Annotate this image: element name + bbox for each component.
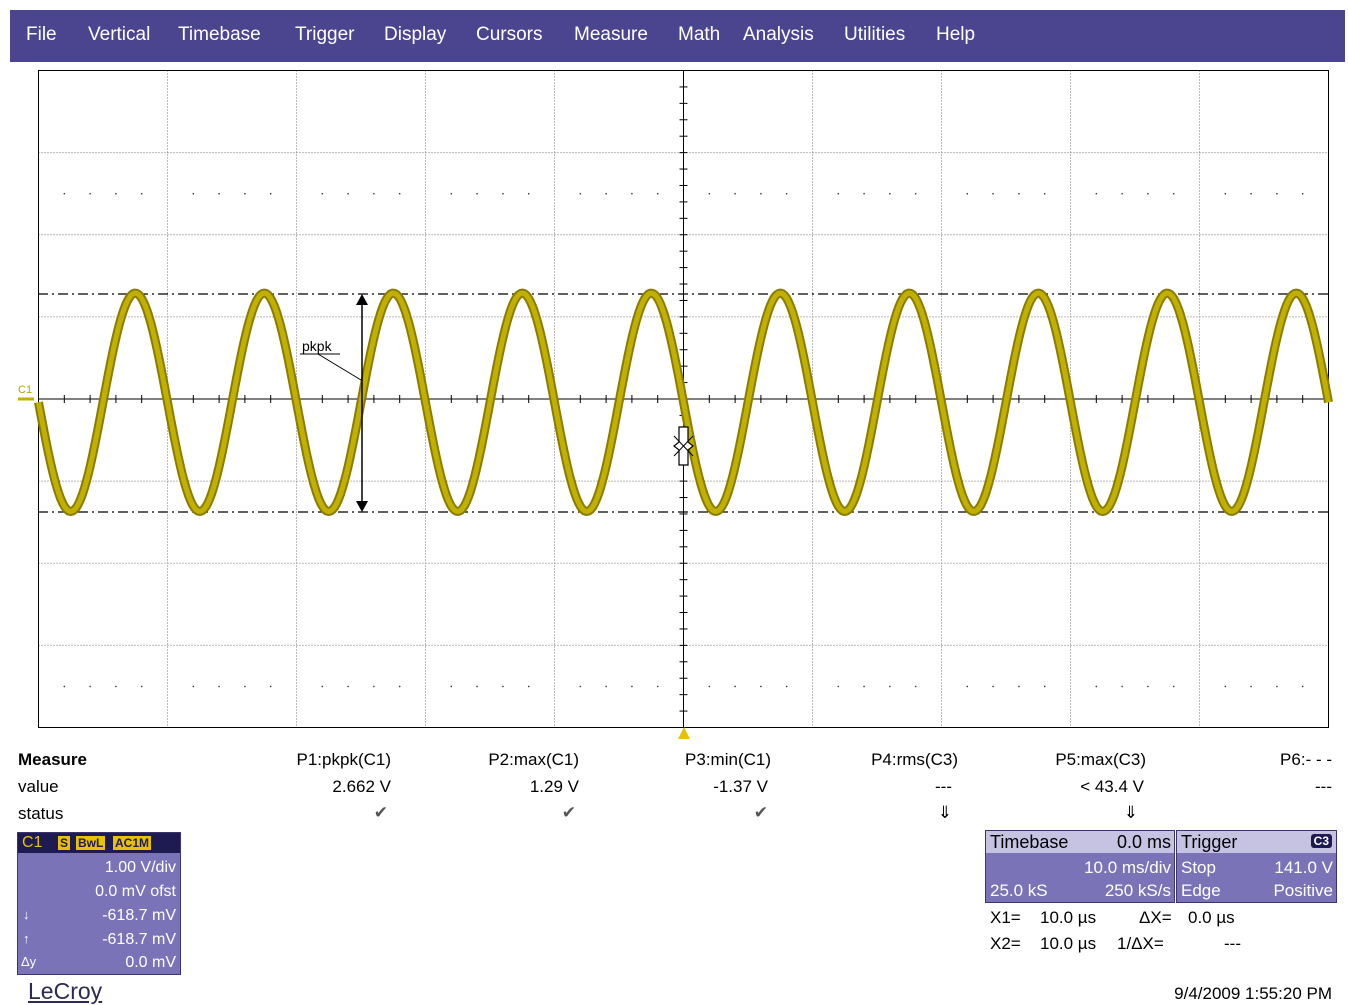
channel-tag-coupling: AC1M	[113, 836, 152, 850]
cursor2-icon: ↑	[23, 931, 30, 946]
channel-vdiv: 1.00 V/div	[104, 859, 176, 876]
pkpk-label: pkpk	[302, 338, 333, 354]
param-p4-name[interactable]: P4:rms(C3)	[871, 750, 958, 769]
cursor-x1-label: X1=	[990, 908, 1021, 927]
timebase-title: Timebase	[990, 832, 1069, 852]
timebase-samples: 25.0 kS	[990, 881, 1048, 900]
param-p4-status-icon: ⇓	[937, 803, 952, 822]
menu-file[interactable]: File	[26, 24, 57, 45]
timebase-delay: 0.0 ms	[1116, 832, 1171, 852]
trigger-position-marker	[678, 727, 690, 739]
timestamp: 9/4/2009 1:55:20 PM	[1174, 984, 1332, 1003]
timebase-descriptor[interactable]: Timebase 0.0 ms 10.0 ms/div 25.0 kS 250 …	[985, 830, 1175, 903]
trigger-level: 141.0 V	[1274, 858, 1333, 877]
timebase-tdiv: 10.0 ms/div	[1084, 858, 1171, 877]
param-p6-value: ---	[1315, 777, 1332, 796]
menu-cursors[interactable]: Cursors	[476, 24, 543, 45]
menu-utilities[interactable]: Utilities	[844, 24, 906, 45]
channel-tag-bwl: BwL	[76, 836, 106, 850]
channel-c1-descriptor[interactable]: C1 S BwL AC1M 1.00 V/div 0.0 mV ofst ↓ -…	[17, 832, 181, 975]
param-p1-status-icon: ✔	[373, 803, 388, 822]
param-p3-value: -1.37 V	[713, 777, 768, 796]
channel-marker-label: C1	[18, 384, 32, 396]
cursor-x2-value: 10.0 µs	[1040, 934, 1097, 953]
waveform-trace	[36, 290, 1331, 514]
channel-c1-name: C1	[22, 834, 43, 851]
menu-display[interactable]: Display	[384, 24, 447, 45]
menu-trigger[interactable]: Trigger	[295, 24, 355, 45]
param-p2-status-icon: ✔	[561, 803, 576, 822]
trigger-type: Edge	[1181, 881, 1221, 900]
trigger-slope: Positive	[1273, 881, 1333, 900]
cursor1-icon: ↓	[23, 907, 30, 922]
param-p4-value: ---	[935, 777, 952, 796]
trigger-header	[1177, 831, 1336, 853]
channel-cursor2-value: -618.7 mV	[102, 931, 176, 948]
menu-vertical[interactable]: Vertical	[88, 24, 151, 45]
cursor-dx-label: ΔX=	[1139, 908, 1172, 927]
measure-level-lines	[38, 293, 1329, 513]
timebase-rate: 250 kS/s	[1104, 881, 1171, 900]
cursor-inv-dx-value: ---	[1224, 934, 1241, 953]
timebase-header	[986, 831, 1174, 853]
param-p5-value: < 43.4 V	[1080, 777, 1144, 796]
cursor-dx-value: 0.0 µs	[1188, 908, 1235, 927]
measure-status-label: status	[18, 804, 64, 823]
param-p1-value: 2.662 V	[332, 777, 391, 796]
param-p2-name[interactable]: P2:max(C1)	[488, 750, 579, 769]
measure-value-label: value	[18, 777, 59, 796]
waveform-display[interactable]: pkpk C1	[0, 62, 1349, 742]
pkpk-marker	[300, 294, 368, 512]
param-p5-name[interactable]: P5:max(C3)	[1055, 750, 1146, 769]
trigger-descriptor[interactable]: Trigger C3 Stop 141.0 V Edge Positive	[1176, 830, 1337, 903]
menu-help[interactable]: Help	[936, 24, 976, 45]
param-p5-status-icon: ⇓	[1123, 803, 1138, 822]
channel-offset: 0.0 mV ofst	[95, 883, 176, 900]
menu-timebase[interactable]: Timebase	[178, 24, 261, 45]
channel-tag-s: S	[58, 836, 71, 850]
menu-analysis[interactable]: Analysis	[743, 24, 814, 45]
param-p6-name[interactable]: P6:- - -	[1280, 750, 1332, 769]
param-p3-name[interactable]: P3:min(C1)	[685, 750, 771, 769]
param-p1-name[interactable]: P1:pkpk(C1)	[296, 750, 391, 769]
trigger-mode: Stop	[1181, 858, 1216, 877]
param-p2-value: 1.29 V	[529, 777, 579, 796]
delta-y-label: Δy	[21, 954, 37, 969]
menu-math[interactable]: Math	[678, 24, 721, 45]
channel-delta-y-value: 0.0 mV	[125, 954, 176, 971]
cursor-x1-value: 10.0 µs	[1040, 908, 1097, 927]
menu-measure[interactable]: Measure	[574, 24, 648, 45]
trigger-title: Trigger	[1181, 832, 1238, 852]
cursor-inv-dx-label: 1/ΔX=	[1117, 934, 1164, 953]
param-p3-status-icon: ✔	[753, 803, 768, 822]
trigger-marker[interactable]	[673, 426, 694, 466]
trigger-source-badge: C3	[1310, 834, 1332, 848]
menu-bar: File Vertical Timebase Trigger Display C…	[10, 10, 1345, 62]
measure-title: Measure	[18, 750, 87, 769]
lecroy-logo: LeCroy	[28, 978, 103, 1004]
channel-cursor1-value: -618.7 mV	[102, 907, 176, 924]
cursor-x2-label: X2=	[990, 934, 1021, 953]
